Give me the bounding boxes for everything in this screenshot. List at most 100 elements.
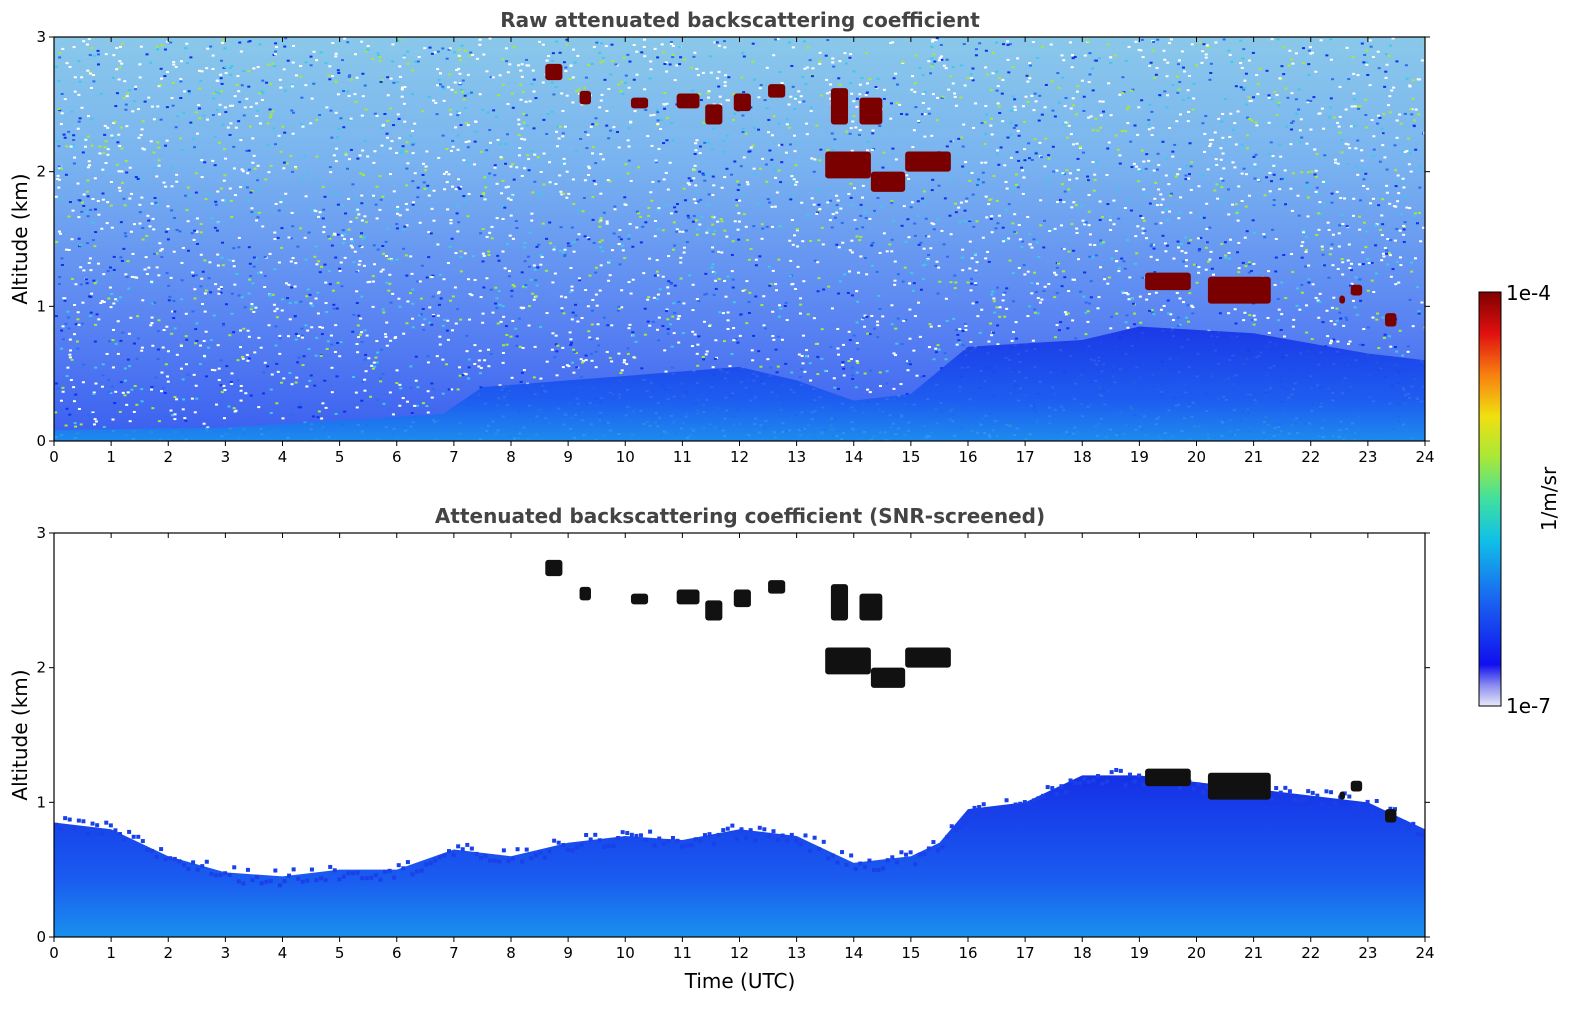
noise-speckle bbox=[855, 235, 859, 238]
noise-speckle bbox=[230, 216, 234, 219]
noise-speckle bbox=[1162, 49, 1166, 52]
noise-speckle bbox=[1204, 56, 1208, 59]
noise-speckle bbox=[321, 402, 325, 405]
noise-speckle bbox=[239, 384, 243, 387]
noise-speckle bbox=[194, 274, 198, 277]
noise-speckle bbox=[599, 217, 603, 220]
noise-speckle bbox=[1009, 156, 1013, 159]
noise-speckle bbox=[912, 129, 916, 132]
noise-speckle bbox=[855, 97, 859, 100]
noise-speckle bbox=[894, 72, 898, 75]
noise-speckle bbox=[1191, 306, 1195, 309]
noise-speckle bbox=[960, 256, 964, 259]
noise-speckle bbox=[1070, 223, 1074, 226]
noise-speckle bbox=[268, 252, 272, 255]
noise-speckle bbox=[272, 303, 276, 306]
noise-speckle bbox=[123, 204, 127, 207]
noise-speckle bbox=[461, 374, 465, 377]
noise-speckle bbox=[996, 102, 1000, 105]
noise-speckle bbox=[1107, 276, 1111, 279]
noise-speckle bbox=[703, 179, 707, 182]
noise-speckle bbox=[1117, 187, 1121, 190]
noise-speckle bbox=[295, 376, 299, 379]
noise-speckle bbox=[405, 167, 409, 170]
noise-speckle bbox=[523, 241, 527, 244]
noise-speckle bbox=[1137, 106, 1141, 109]
noise-speckle bbox=[816, 261, 820, 264]
noise-speckle bbox=[1227, 49, 1231, 52]
noise-speckle bbox=[531, 191, 535, 194]
noise-speckle bbox=[736, 228, 740, 231]
noise-speckle bbox=[895, 342, 899, 345]
noise-speckle bbox=[554, 86, 558, 89]
noise-speckle bbox=[1013, 105, 1017, 108]
noise-speckle bbox=[670, 345, 674, 348]
noise-speckle bbox=[503, 143, 507, 146]
noise-speckle bbox=[349, 148, 353, 151]
noise-speckle bbox=[451, 295, 455, 298]
noise-speckle bbox=[723, 176, 727, 179]
noise-speckle bbox=[910, 272, 914, 275]
noise-speckle bbox=[172, 216, 176, 219]
noise-speckle bbox=[1208, 145, 1212, 148]
noise-speckle bbox=[436, 68, 440, 71]
noise-speckle bbox=[109, 392, 113, 395]
noise-speckle bbox=[120, 259, 124, 262]
noise-speckle bbox=[695, 233, 699, 236]
noise-speckle bbox=[459, 59, 463, 62]
noise-speckle bbox=[121, 42, 125, 45]
noise-speckle bbox=[852, 70, 856, 73]
noise-speckle bbox=[140, 388, 144, 391]
noise-speckle bbox=[152, 118, 156, 121]
noise-speckle bbox=[346, 41, 350, 44]
noise-speckle bbox=[985, 216, 989, 219]
noise-speckle bbox=[944, 297, 948, 300]
noise-speckle bbox=[493, 166, 497, 169]
noise-speckle bbox=[1180, 50, 1184, 53]
noise-speckle bbox=[224, 200, 228, 203]
noise-speckle bbox=[437, 156, 441, 159]
noise-speckle bbox=[1118, 162, 1122, 165]
noise-speckle bbox=[1197, 249, 1201, 252]
noise-speckle bbox=[561, 109, 565, 112]
noise-speckle bbox=[59, 167, 63, 170]
noise-speckle bbox=[191, 310, 195, 313]
noise-speckle bbox=[665, 102, 669, 105]
noise-speckle bbox=[1042, 246, 1046, 249]
noise-speckle bbox=[736, 189, 740, 192]
noise-speckle bbox=[303, 155, 307, 158]
noise-speckle bbox=[478, 38, 482, 41]
noise-speckle bbox=[396, 205, 400, 208]
noise-speckle bbox=[580, 103, 584, 106]
noise-speckle bbox=[914, 106, 918, 109]
noise-speckle bbox=[775, 371, 779, 374]
noise-speckle bbox=[1244, 265, 1248, 268]
noise-speckle bbox=[77, 120, 81, 123]
noise-speckle bbox=[279, 201, 283, 204]
noise-speckle bbox=[741, 289, 745, 292]
noise-speckle bbox=[1145, 153, 1149, 156]
noise-speckle bbox=[1086, 310, 1090, 313]
noise-speckle bbox=[1237, 271, 1241, 274]
noise-speckle bbox=[478, 372, 482, 375]
noise-speckle bbox=[388, 147, 392, 150]
noise-speckle bbox=[1337, 245, 1341, 248]
noise-speckle bbox=[1021, 192, 1025, 195]
noise-speckle bbox=[199, 253, 203, 256]
noise-speckle bbox=[817, 239, 821, 242]
noise-speckle bbox=[204, 289, 208, 292]
noise-speckle bbox=[280, 309, 284, 312]
noise-speckle bbox=[966, 281, 970, 284]
noise-speckle bbox=[1305, 181, 1309, 184]
noise-speckle bbox=[1026, 215, 1030, 218]
noise-speckle bbox=[82, 40, 86, 43]
noise-speckle bbox=[421, 173, 425, 176]
noise-speckle bbox=[1181, 301, 1185, 304]
noise-speckle bbox=[65, 145, 69, 148]
noise-speckle bbox=[370, 364, 374, 367]
noise-speckle bbox=[86, 135, 90, 138]
noise-speckle bbox=[1034, 151, 1038, 154]
noise-speckle bbox=[742, 91, 746, 94]
noise-speckle bbox=[548, 221, 552, 224]
noise-speckle bbox=[1166, 94, 1170, 97]
